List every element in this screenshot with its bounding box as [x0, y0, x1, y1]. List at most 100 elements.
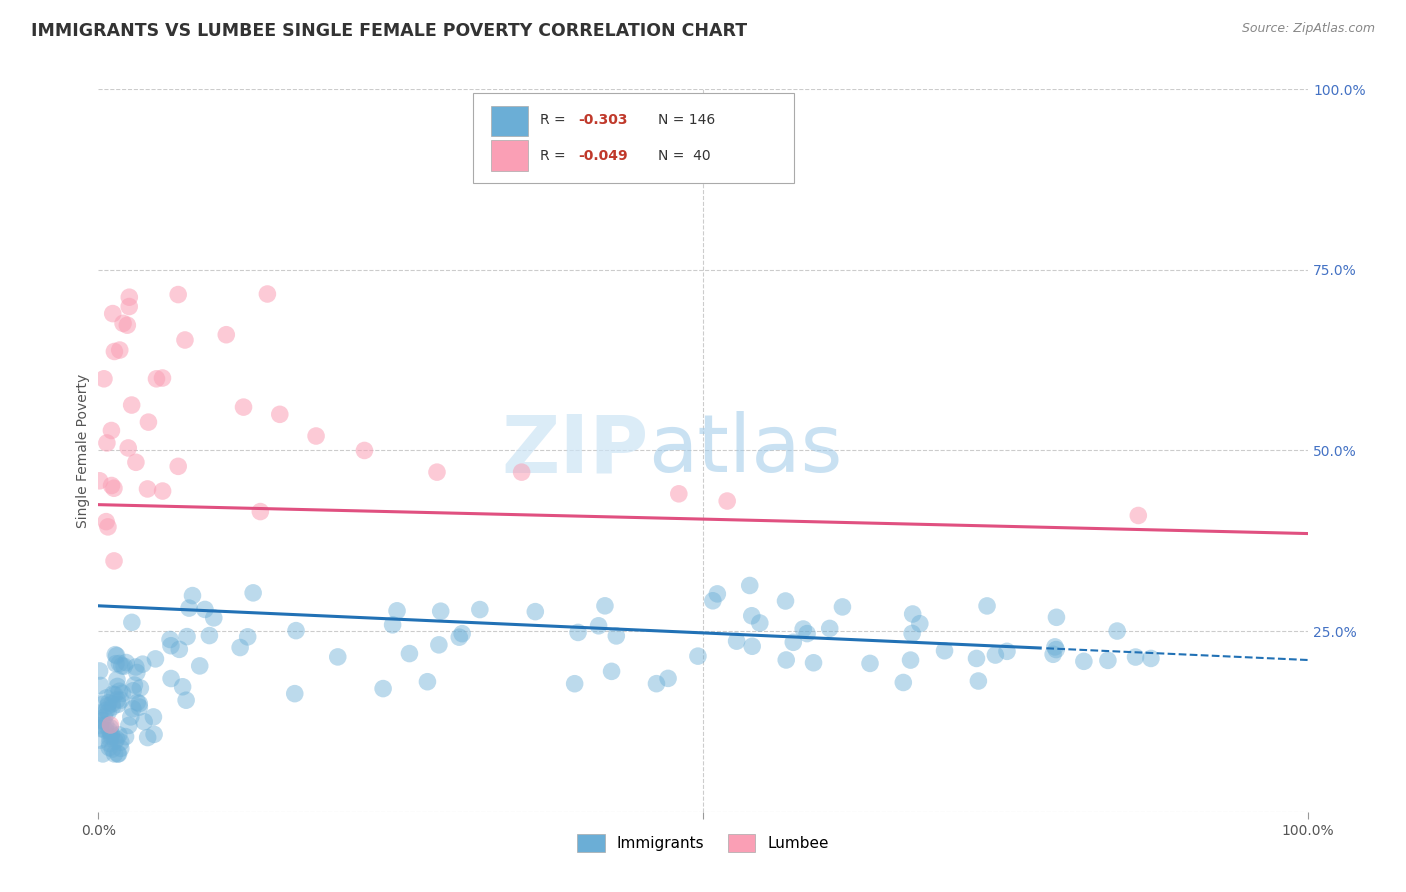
Point [131, 657, 153, 672]
Point [100, 424, 122, 438]
Point [117, 318, 139, 333]
Point [152, 483, 174, 498]
Point [100, 730, 122, 744]
Point [107, 680, 129, 694]
Point [305, 429, 328, 443]
Point [803, 656, 825, 670]
Point [108, 684, 131, 698]
Point [100, 727, 122, 741]
Point [385, 604, 408, 618]
Point [127, 695, 149, 709]
Point [249, 505, 271, 519]
Point [101, 307, 124, 321]
Point [1045, 642, 1067, 657]
Point [995, 644, 1018, 658]
Point [510, 465, 533, 479]
Point [103, 747, 125, 761]
Point [1097, 653, 1119, 667]
Point [110, 735, 132, 749]
Point [232, 400, 254, 414]
Text: IMMIGRANTS VS LUMBEE SINGLE FEMALE POVERTY CORRELATION CHART: IMMIGRANTS VS LUMBEE SINGLE FEMALE POVER… [31, 22, 747, 40]
Point [181, 589, 204, 603]
Point [236, 630, 259, 644]
Point [128, 700, 150, 714]
Point [104, 657, 127, 671]
Point [90, 722, 112, 736]
Point [284, 687, 307, 701]
Point [124, 678, 146, 692]
Point [748, 615, 770, 630]
Point [121, 398, 143, 412]
Point [269, 407, 291, 421]
Point [198, 629, 221, 643]
Point [600, 665, 623, 679]
Point [588, 619, 610, 633]
Point [103, 344, 125, 359]
Point [121, 702, 143, 716]
Point [97, 705, 120, 719]
Point [242, 586, 264, 600]
Point [105, 732, 128, 747]
Text: N = 146: N = 146 [658, 113, 716, 128]
Point [901, 607, 924, 621]
Point [741, 608, 763, 623]
Point [188, 659, 211, 673]
Point [427, 638, 450, 652]
Point [91, 698, 114, 712]
Point [125, 660, 148, 674]
Point [134, 714, 156, 729]
Point [103, 554, 125, 568]
Text: R =: R = [540, 149, 569, 162]
Point [593, 599, 616, 613]
Point [115, 656, 138, 670]
Point [706, 587, 728, 601]
Point [167, 287, 190, 301]
Point [1043, 640, 1066, 654]
Point [120, 710, 142, 724]
Point [93, 710, 115, 724]
Point [98, 731, 121, 746]
Y-axis label: Single Female Poverty: Single Female Poverty [76, 374, 90, 527]
Point [775, 594, 797, 608]
Point [129, 681, 152, 695]
Point [105, 648, 128, 663]
Point [1128, 508, 1150, 523]
Text: -0.303: -0.303 [578, 113, 628, 128]
Point [101, 700, 124, 714]
Point [256, 287, 278, 301]
Point [285, 624, 308, 638]
Point [96, 690, 118, 705]
Point [605, 629, 627, 643]
Point [702, 594, 724, 608]
Point [668, 487, 690, 501]
Point [371, 681, 394, 696]
Point [426, 465, 449, 479]
Text: Source: ZipAtlas.com: Source: ZipAtlas.com [1241, 22, 1375, 36]
Point [136, 482, 159, 496]
Point [908, 616, 931, 631]
Text: R =: R = [540, 113, 569, 128]
Point [97, 696, 120, 710]
Point [429, 604, 451, 618]
Point [645, 676, 668, 690]
Point [96, 436, 118, 450]
Point [89, 664, 111, 678]
Point [398, 647, 420, 661]
Point [174, 693, 197, 707]
Point [468, 602, 491, 616]
Point [93, 372, 115, 386]
Point [118, 290, 141, 304]
Point [215, 327, 238, 342]
Point [738, 578, 761, 592]
Point [110, 741, 132, 756]
Point [118, 718, 141, 732]
Point [89, 678, 111, 692]
Point [160, 672, 183, 686]
Point [97, 520, 120, 534]
Point [91, 714, 114, 728]
Point [145, 372, 167, 386]
Point [169, 642, 191, 657]
Point [98, 736, 121, 750]
Point [98, 740, 121, 755]
Point [1107, 624, 1129, 638]
